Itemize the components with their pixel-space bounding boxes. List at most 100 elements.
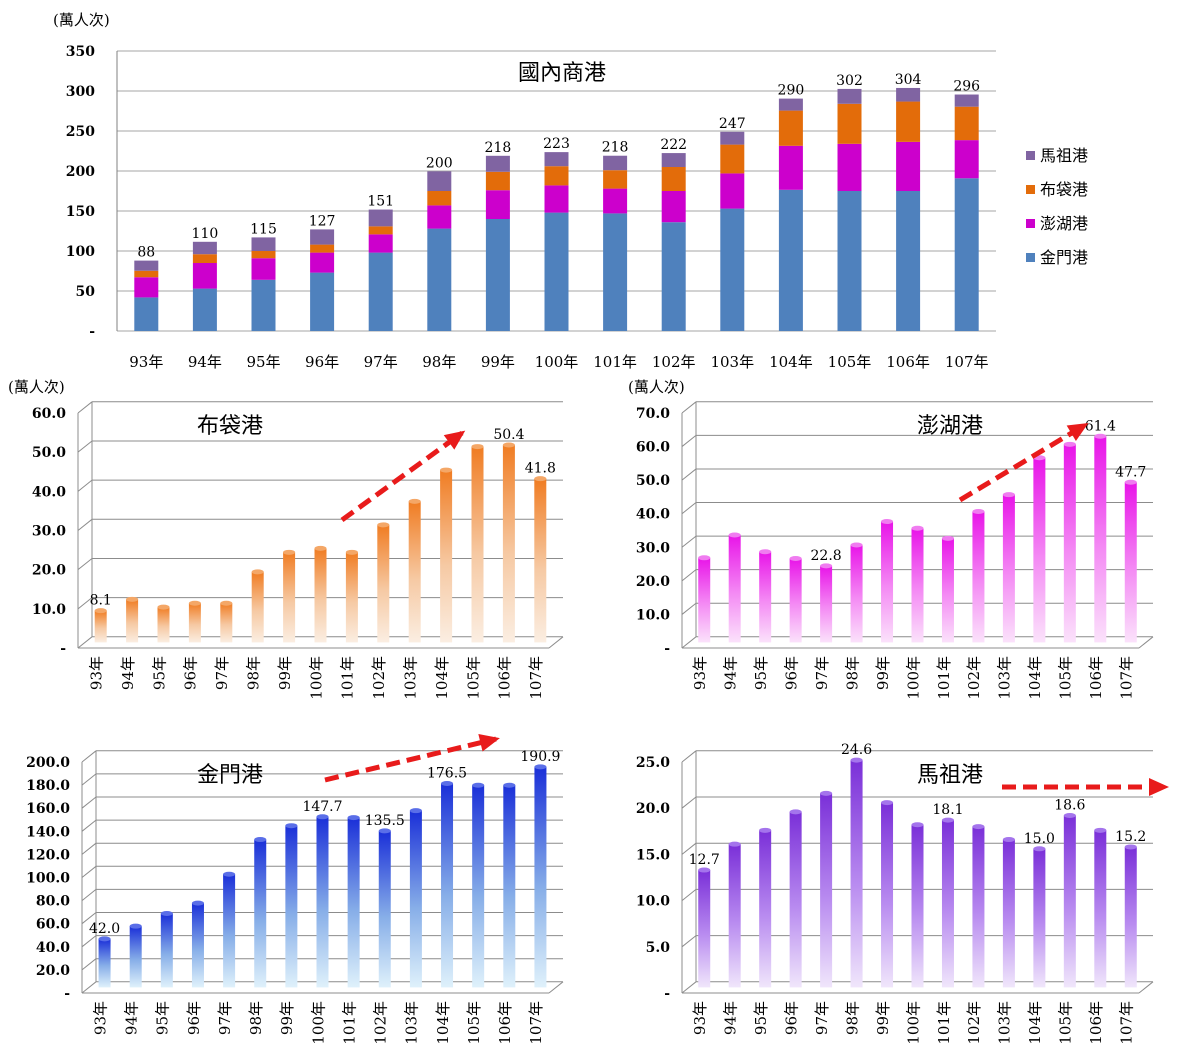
trend-arrow-head bbox=[1149, 778, 1169, 796]
trend-arrow-line bbox=[340, 430, 464, 523]
y-unit-label: (萬人次) bbox=[53, 11, 110, 29]
y-tick-label: 120.0 bbox=[26, 847, 70, 863]
floor-side bbox=[1138, 636, 1154, 649]
bar-segment bbox=[251, 258, 276, 280]
bar bbox=[347, 817, 360, 988]
bar-cap bbox=[972, 824, 985, 830]
bar bbox=[728, 534, 741, 643]
bar-segment bbox=[368, 209, 393, 227]
y-tick-label: 30.0 bbox=[32, 524, 66, 540]
chart-title: 澎湖港 bbox=[917, 414, 983, 439]
bar-segment bbox=[134, 270, 159, 278]
x-tick-label: 106年 bbox=[496, 656, 514, 700]
bar bbox=[911, 824, 924, 988]
bar-cap bbox=[157, 604, 170, 610]
x-tick-label: 100年 bbox=[904, 1001, 922, 1045]
bar-segment bbox=[544, 152, 569, 167]
gridline-depth bbox=[77, 440, 93, 453]
x-tick-label: 105年 bbox=[1057, 656, 1075, 700]
y-tick-label: 40.0 bbox=[36, 940, 70, 956]
x-tick-label: 98年 bbox=[247, 1001, 265, 1035]
bar-segment bbox=[368, 226, 393, 235]
bar-cap bbox=[220, 600, 233, 606]
bar-cap bbox=[941, 817, 954, 823]
total-label: 127 bbox=[309, 213, 336, 229]
bar-segment bbox=[896, 141, 921, 191]
gridline-depth bbox=[681, 535, 697, 548]
bar bbox=[534, 478, 547, 643]
floor-side bbox=[548, 636, 564, 649]
gridline-depth bbox=[81, 912, 97, 925]
data-label: 61.4 bbox=[1085, 418, 1116, 434]
chart-title: 馬祖港 bbox=[917, 763, 983, 788]
bar-segment bbox=[427, 228, 452, 331]
bar-segment bbox=[192, 254, 217, 263]
gridline-depth bbox=[681, 502, 697, 515]
legend-label: 澎湖港 bbox=[1040, 214, 1088, 233]
bar-cap bbox=[850, 542, 863, 548]
bar bbox=[503, 785, 516, 988]
gridline-depth bbox=[681, 889, 697, 901]
x-tick-label: 99年 bbox=[874, 656, 892, 690]
bar bbox=[1063, 444, 1076, 643]
y-tick-label: 10.0 bbox=[32, 602, 66, 618]
bar-cap bbox=[759, 827, 772, 833]
x-tick-label: 98年 bbox=[245, 656, 263, 690]
y-tick-label: 10.0 bbox=[636, 607, 670, 623]
bar bbox=[820, 565, 833, 643]
y-tick-label: 200.0 bbox=[26, 755, 70, 771]
bar-cap bbox=[98, 936, 111, 942]
x-tick-label: 97年 bbox=[213, 656, 231, 690]
bar-segment bbox=[251, 251, 276, 259]
bar bbox=[759, 551, 772, 643]
bar-cap bbox=[251, 569, 264, 575]
trend-arrow-line bbox=[958, 422, 1087, 503]
bar-segment bbox=[720, 144, 745, 174]
bar-cap bbox=[941, 535, 954, 541]
data-label: 50.4 bbox=[493, 427, 524, 443]
bar bbox=[1002, 839, 1015, 988]
total-label: 302 bbox=[836, 73, 863, 89]
bar-cap bbox=[1063, 813, 1076, 819]
y-tick-label: - bbox=[60, 641, 66, 657]
x-tick-label: 94年 bbox=[188, 353, 222, 371]
gridline-depth bbox=[81, 958, 97, 971]
y-unit-label: (萬人次) bbox=[628, 378, 685, 396]
y-tick-label: 80.0 bbox=[36, 894, 70, 910]
bar bbox=[850, 545, 863, 643]
bar-segment bbox=[485, 219, 510, 331]
stacked-bar-chart-main: (萬人次) - 50 100 150 200 250 300 350 88 93年 110 94年 115… bbox=[53, 11, 1088, 371]
bar bbox=[220, 603, 233, 643]
bar-segment bbox=[544, 166, 569, 186]
bar-cap bbox=[316, 814, 329, 820]
bar-chart-penghu: (萬人次) - 10.0 20.0 30.0 40.0 50.0 60.0 70.0 93年 94年… bbox=[628, 378, 1154, 700]
bar-segment bbox=[368, 234, 393, 253]
y-tick-label: 100.0 bbox=[26, 871, 70, 887]
y-tick-label: 140.0 bbox=[26, 824, 70, 840]
x-tick-label: 103年 bbox=[710, 353, 754, 371]
bar-segment bbox=[134, 277, 159, 298]
x-tick-label: 101年 bbox=[593, 353, 637, 371]
x-tick-label: 101年 bbox=[935, 656, 953, 700]
gridline-depth bbox=[81, 819, 97, 832]
bar bbox=[440, 470, 453, 643]
bar-cap bbox=[759, 549, 772, 555]
total-label: 200 bbox=[426, 155, 453, 171]
x-tick-label: 105年 bbox=[465, 1001, 483, 1045]
bar-cap bbox=[126, 596, 139, 602]
bar-cap bbox=[503, 782, 516, 788]
bar-segment bbox=[837, 88, 862, 104]
bar bbox=[941, 538, 954, 643]
x-tick-label: 98年 bbox=[422, 353, 456, 371]
bar-segment bbox=[485, 171, 510, 191]
total-label: 218 bbox=[602, 140, 629, 156]
x-tick-label: 103年 bbox=[996, 1001, 1014, 1045]
bar-segment bbox=[134, 297, 159, 331]
x-tick-label: 94年 bbox=[722, 1001, 740, 1035]
bar-cap bbox=[1094, 827, 1107, 833]
gridline-depth bbox=[81, 981, 97, 994]
data-label: 18.6 bbox=[1054, 798, 1085, 814]
bar-segment bbox=[544, 185, 569, 213]
gridline-depth bbox=[77, 518, 93, 531]
x-tick-label: 93年 bbox=[691, 656, 709, 690]
